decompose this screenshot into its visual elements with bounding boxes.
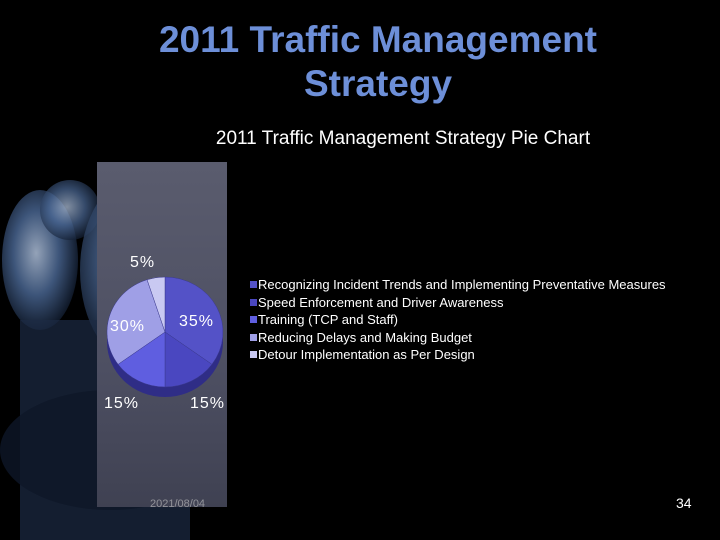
legend-label: Detour Implementation as Per Design <box>258 347 475 362</box>
legend-swatch <box>250 351 257 359</box>
legend-swatch <box>250 281 257 289</box>
slice-speed-enforcement <box>164 331 213 388</box>
slide-title-line-2: Strategy <box>303 63 453 104</box>
pct-label-detour: 5% <box>130 254 156 271</box>
slide-title: 2011 Traffic Management Strategy <box>0 18 720 106</box>
pct-label-training: 15% <box>104 395 140 412</box>
legend-swatch <box>250 316 257 324</box>
legend-item: Training (TCP and Staff) <box>250 311 666 329</box>
slice-training <box>117 331 166 388</box>
legend-label: Training (TCP and Staff) <box>258 312 398 327</box>
pct-label-recognizing: 35% <box>179 313 215 330</box>
slice-reducing-delays <box>106 279 166 365</box>
footer-date: 2021/08/04 <box>150 498 206 510</box>
legend-item: Detour Implementation as Per Design <box>250 346 666 364</box>
legend-label: Speed Enforcement and Driver Awareness <box>258 294 504 310</box>
legend-item: Reducing Delays and Making Budget <box>250 329 666 347</box>
legend-swatch <box>250 298 257 306</box>
legend-item: Recognizing Incident Trends and Implemen… <box>250 276 666 294</box>
legend-label: Reducing Delays and Making Budget <box>258 329 472 345</box>
legend-label: Recognizing Incident Trends and Implemen… <box>258 277 666 292</box>
page-number: 34 <box>676 495 692 511</box>
pct-label-reducing-delays: 30% <box>110 318 146 335</box>
slice-recognizing <box>164 276 224 365</box>
legend-swatch <box>250 333 257 341</box>
slice-detour <box>146 276 166 333</box>
legend-item: Speed Enforcement and Driver Awareness <box>250 294 666 312</box>
pct-label-speed: 15% <box>190 395 226 412</box>
slide-title-line-1: 2011 Traffic Management <box>158 19 598 60</box>
chart-title: 2011 Traffic Management Strategy Pie Cha… <box>215 128 591 149</box>
chart-legend: Recognizing Incident Trends and Implemen… <box>250 276 666 364</box>
